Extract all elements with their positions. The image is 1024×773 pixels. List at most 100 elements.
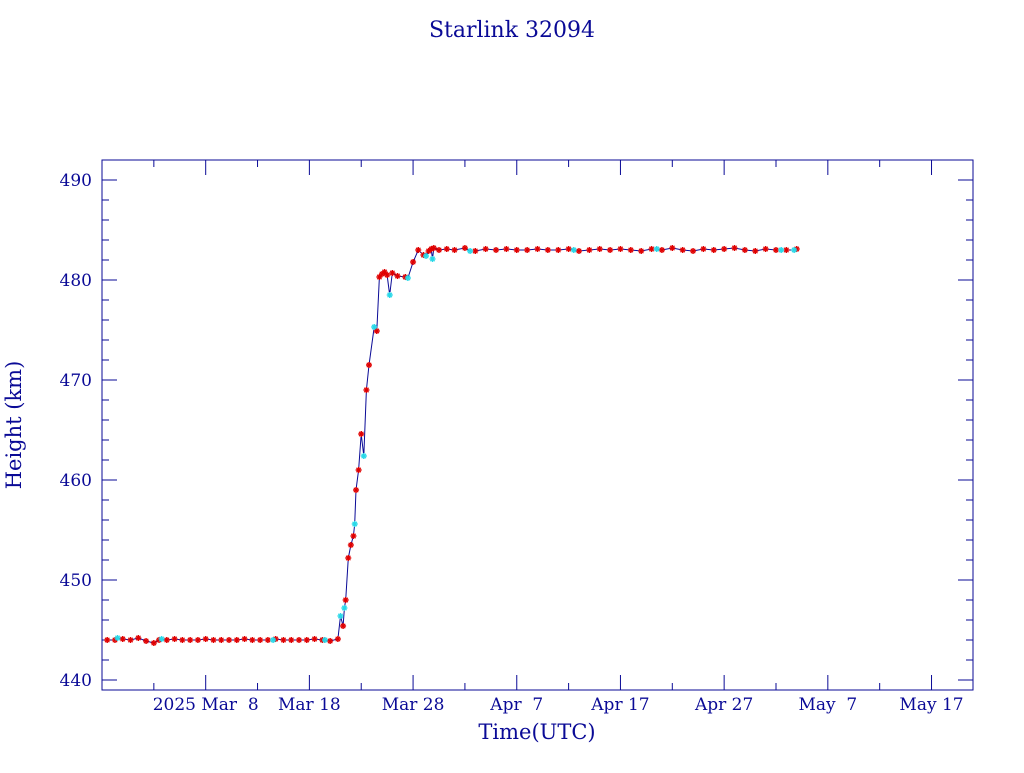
data-point xyxy=(472,248,479,254)
data-point xyxy=(389,270,396,276)
data-point xyxy=(334,636,341,642)
data-point xyxy=(340,623,347,629)
data-point xyxy=(143,638,150,644)
data-point xyxy=(482,246,489,252)
data-point xyxy=(127,637,134,643)
data-point xyxy=(731,245,738,251)
data-point xyxy=(752,248,759,254)
data-point xyxy=(358,431,365,437)
data-point xyxy=(363,387,370,393)
x-tick-label: Apr 7 xyxy=(489,695,543,715)
data-point xyxy=(565,246,572,252)
data-point xyxy=(555,247,562,253)
data-point xyxy=(202,636,209,642)
data-point xyxy=(586,247,593,253)
data-point xyxy=(679,247,686,253)
data-point xyxy=(783,247,790,253)
y-tick-label: 490 xyxy=(60,171,92,191)
data-point xyxy=(575,248,582,254)
data-point xyxy=(617,246,624,252)
data-point xyxy=(710,247,717,253)
data-point xyxy=(345,555,352,561)
data-point xyxy=(280,637,287,643)
data-point xyxy=(493,247,500,253)
data-point xyxy=(415,247,422,253)
data-point xyxy=(355,467,362,473)
data-point xyxy=(423,253,430,259)
data-point xyxy=(653,246,660,252)
data-point xyxy=(187,637,194,643)
data-point xyxy=(384,272,391,278)
data-point xyxy=(570,247,577,253)
data-point xyxy=(524,247,531,253)
data-point xyxy=(371,324,378,330)
data-point xyxy=(337,613,344,619)
y-tick-label: 440 xyxy=(60,671,92,691)
data-point xyxy=(404,275,411,281)
data-point xyxy=(721,246,728,252)
data-point xyxy=(210,637,217,643)
data-point xyxy=(241,636,248,642)
data-point xyxy=(461,245,468,251)
y-tick-label: 450 xyxy=(60,571,92,591)
data-point xyxy=(648,246,655,252)
data-point xyxy=(158,636,165,642)
data-point xyxy=(544,247,551,253)
data-point xyxy=(658,247,665,253)
y-tick-label: 480 xyxy=(60,271,92,291)
data-point xyxy=(741,247,748,253)
data-point xyxy=(638,248,645,254)
x-tick-label: 2025 Mar 8 xyxy=(153,695,259,715)
x-tick-label: May 7 xyxy=(798,695,857,715)
data-point xyxy=(700,246,707,252)
data-point xyxy=(410,259,417,265)
data-point xyxy=(226,637,233,643)
data-point xyxy=(430,245,437,251)
data-point xyxy=(353,487,360,493)
data-point xyxy=(669,245,676,251)
y-tick-label: 460 xyxy=(60,471,92,491)
data-point xyxy=(171,636,178,642)
data-point xyxy=(791,247,798,253)
data-point xyxy=(150,640,157,646)
data-point xyxy=(690,248,697,254)
data-point xyxy=(534,246,541,252)
series-markers xyxy=(104,245,800,646)
data-point xyxy=(762,246,769,252)
data-point xyxy=(386,292,393,298)
data-point xyxy=(451,247,458,253)
data-point xyxy=(135,635,142,641)
data-point xyxy=(249,637,256,643)
data-point xyxy=(435,247,442,253)
height-line xyxy=(107,247,797,644)
axis-ticks xyxy=(101,159,973,690)
data-point xyxy=(443,246,450,252)
x-tick-label: May 17 xyxy=(899,695,963,715)
data-point xyxy=(104,637,111,643)
data-point xyxy=(264,637,271,643)
data-point xyxy=(296,637,303,643)
data-point xyxy=(513,247,520,253)
data-point xyxy=(360,453,367,459)
data-point xyxy=(303,637,310,643)
data-point xyxy=(321,637,328,643)
chart-title: Starlink 32094 xyxy=(429,18,595,43)
x-tick-label: Mar 28 xyxy=(382,695,445,715)
x-tick-label: Apr 17 xyxy=(590,695,649,715)
x-axis-label: Time(UTC) xyxy=(478,720,595,744)
data-point xyxy=(350,533,357,539)
plot-frame xyxy=(101,159,974,691)
data-point xyxy=(288,637,295,643)
data-point xyxy=(627,247,634,253)
data-point xyxy=(351,521,358,527)
data-point xyxy=(366,362,373,368)
x-tick-label: Mar 18 xyxy=(278,695,341,715)
x-tick-label: Apr 27 xyxy=(694,695,753,715)
data-point xyxy=(270,637,277,643)
data-point xyxy=(342,597,349,603)
data-point xyxy=(218,637,225,643)
data-point xyxy=(179,637,186,643)
data-point xyxy=(429,256,436,262)
